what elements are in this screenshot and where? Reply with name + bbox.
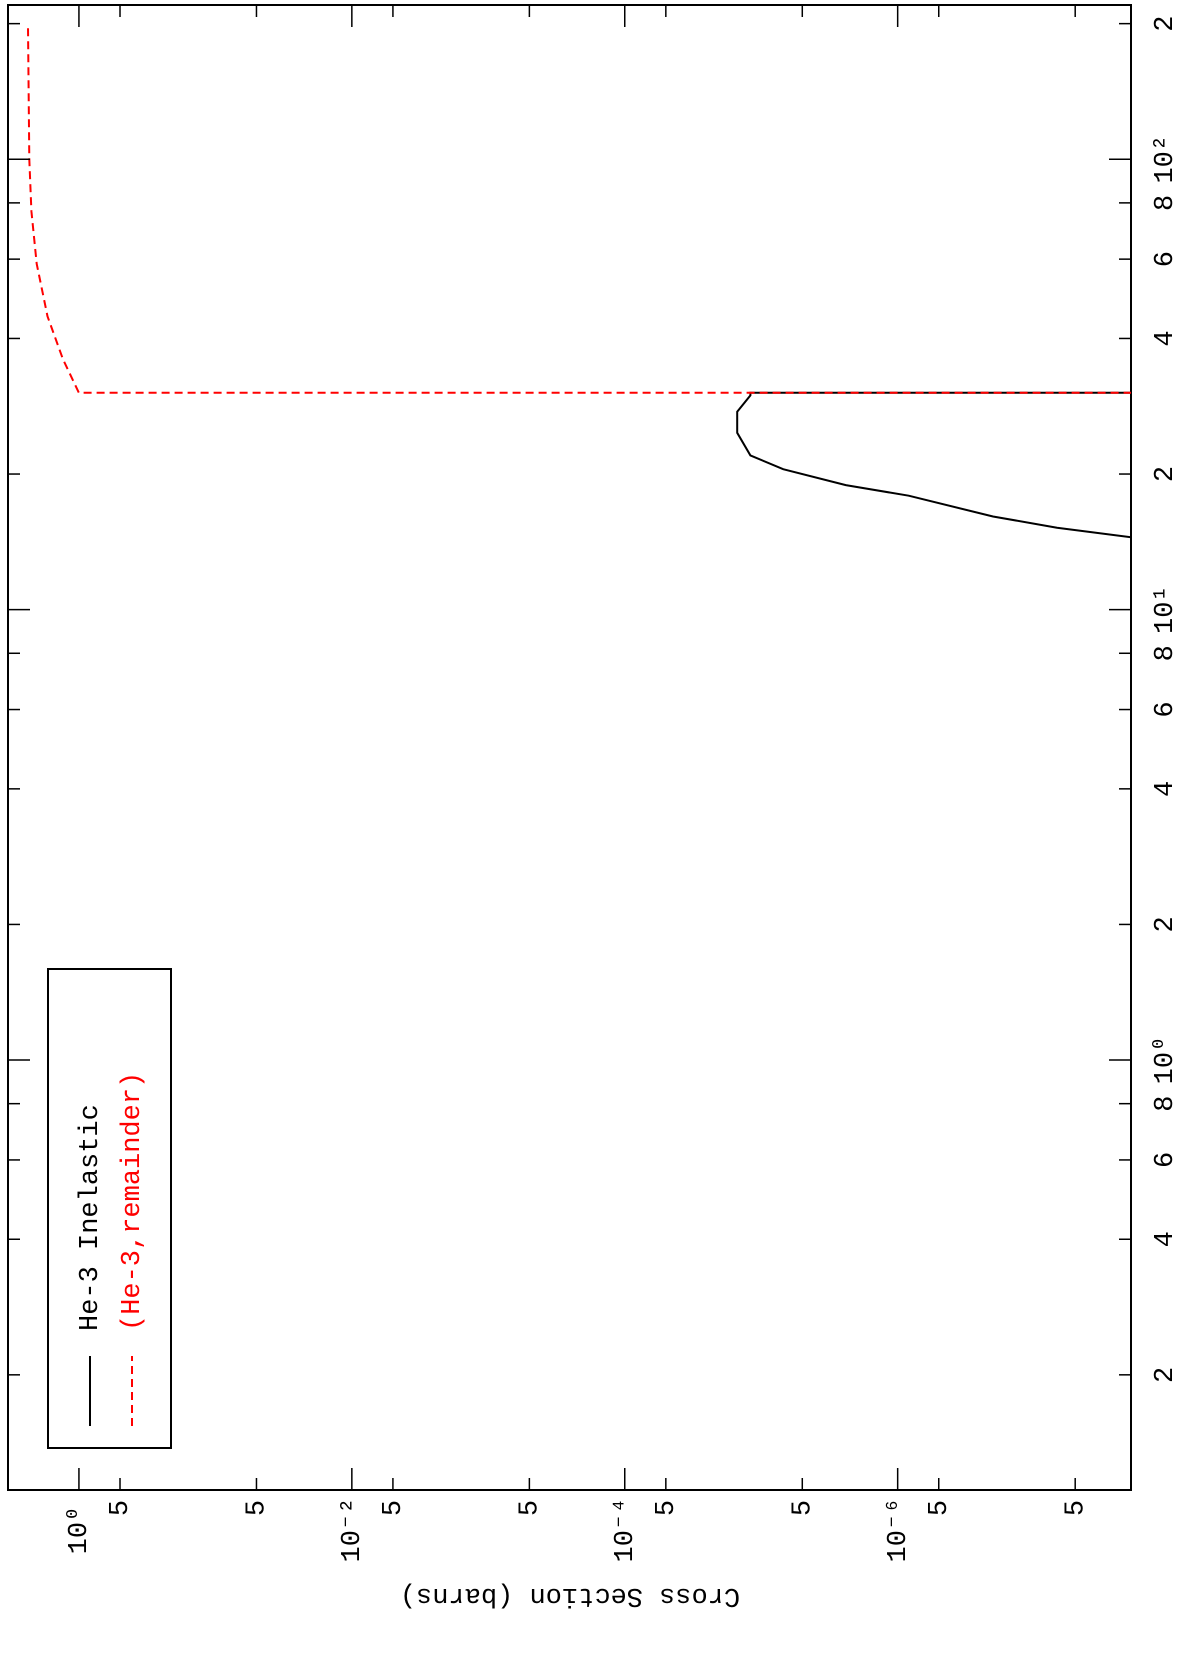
y-tick-label: 5 <box>652 1500 682 1516</box>
y-tick-label: 5 <box>106 1500 136 1516</box>
x-tick-label: 10² <box>1151 135 1181 184</box>
x-tick-label: 6 <box>1151 701 1181 717</box>
x-tick-label: 2 <box>1151 466 1181 482</box>
y-tick-label: 5 <box>243 1500 273 1516</box>
y-tick-label: 5 <box>379 1500 409 1516</box>
x-tick-label: 4 <box>1151 1231 1181 1247</box>
x-tick-label: 10⁰ <box>1151 1036 1181 1085</box>
y-tick-label: 5 <box>925 1500 955 1516</box>
x-tick-label: 8 <box>1151 645 1181 661</box>
y-tick-label: 5 <box>788 1500 818 1516</box>
legend-label: He-3 Inelastic <box>76 1104 106 1331</box>
x-tick-label: 6 <box>1151 1152 1181 1168</box>
y-axis-label: Cross Section (barns) <box>400 1580 740 1610</box>
legend-label: (He-3,remainder) <box>118 1072 148 1331</box>
y-tick-label: 10⁻⁴ <box>611 1498 641 1563</box>
plot-frame <box>7 4 1132 1491</box>
y-tick-label: 5 <box>516 1500 546 1516</box>
x-tick-label: 8 <box>1151 195 1181 211</box>
x-tick-label: 2 <box>1151 1367 1181 1383</box>
x-tick-label: 2 <box>1151 16 1181 32</box>
y-tick-label: 10⁰ <box>65 1506 95 1555</box>
series-line <box>27 26 1131 394</box>
plot-area <box>27 26 1131 544</box>
x-tick-label: 6 <box>1151 251 1181 267</box>
x-tick-label: 8 <box>1151 1096 1181 1112</box>
series-line <box>736 391 1131 544</box>
y-tick-label: 10⁻⁶ <box>884 1498 914 1563</box>
legend-box <box>47 968 172 1449</box>
rotated-chart: Cross Section (barns) 2 4 6 8 10⁰ 2 4 6 8 10¹ 2 4 6 8… <box>7 4 1181 1610</box>
x-tick-label: 4 <box>1151 330 1181 346</box>
x-tick-label: 10¹ <box>1151 585 1181 634</box>
y-tick-label: 10⁻² <box>338 1498 368 1563</box>
y-tick-label: 5 <box>1061 1500 1091 1516</box>
x-tick-label: 4 <box>1151 781 1181 797</box>
x-tick-label: 2 <box>1151 916 1181 932</box>
